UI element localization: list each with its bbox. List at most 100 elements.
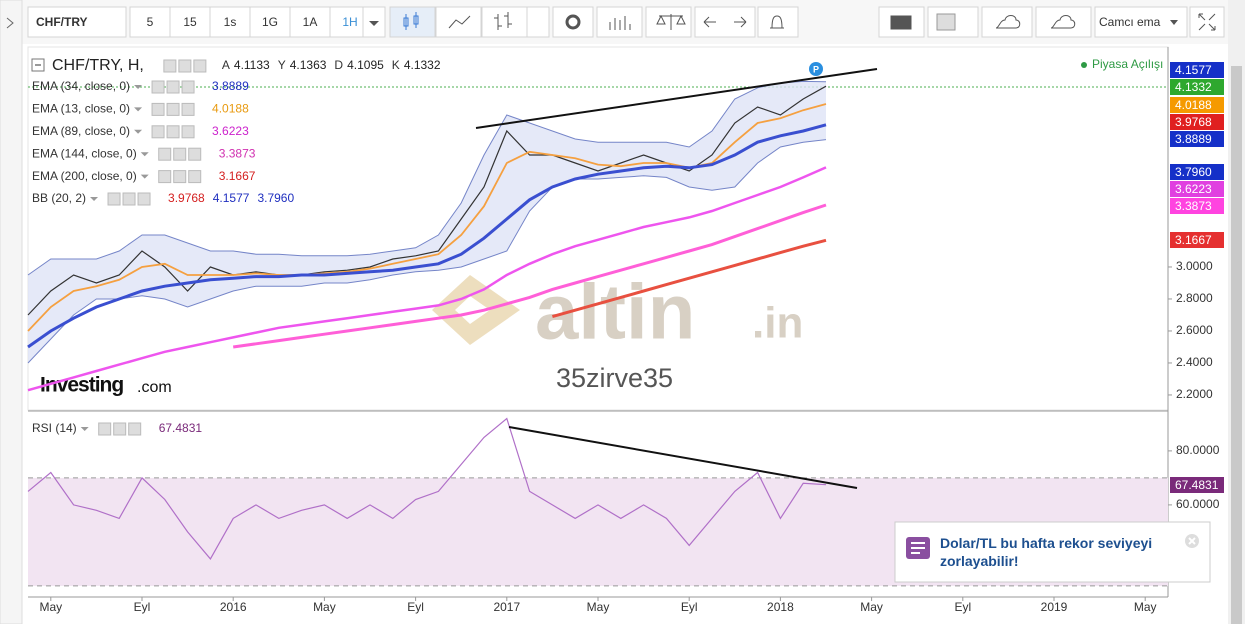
legend-icon[interactable]: [137, 192, 151, 206]
bar-button[interactable]: [481, 6, 528, 38]
news-line: zorlayabilir!: [940, 553, 1019, 569]
indicator-label: BB (20, 2): [32, 191, 86, 205]
series-line: [27, 166, 827, 392]
x-tick-label: Eyl: [134, 600, 151, 614]
rsi-label: RSI (14): [32, 421, 77, 435]
symbol-box[interactable]: [27, 6, 127, 38]
sidebar-toggle[interactable]: [6, 17, 14, 29]
close-x: [1188, 537, 1196, 545]
indicator-dropdown[interactable]: [134, 85, 143, 89]
alert-button[interactable]: [757, 6, 799, 38]
legend-icon[interactable]: [158, 170, 172, 184]
legend-title: CHF/TRY, H,: [52, 57, 144, 74]
price-badge: [1170, 131, 1224, 147]
interval-button[interactable]: [169, 6, 211, 38]
legend-icon[interactable]: [151, 80, 165, 94]
x-tick-label: May: [313, 600, 336, 614]
series-line: [27, 417, 827, 560]
legend-icon[interactable]: [151, 125, 165, 139]
x-tick-label: 2019: [1041, 600, 1068, 614]
legend-icon[interactable]: [151, 102, 165, 116]
price-badge: [1170, 97, 1224, 113]
chart-dropdown[interactable]: [526, 6, 550, 38]
x-tick-label: Eyl: [407, 600, 424, 614]
brand-suffix: .in: [752, 299, 803, 348]
user-mark: 35zirve35: [556, 363, 673, 393]
ohlc-key: Y: [278, 58, 286, 72]
interval-label: 1G: [262, 15, 278, 29]
legend-icon[interactable]: [181, 80, 195, 94]
x-tick-label: Eyl: [954, 600, 971, 614]
brand: altin: [535, 268, 695, 356]
indicator-dropdown[interactable]: [140, 152, 149, 157]
x-tick-label: 2018: [767, 600, 794, 614]
ohlc-key: K: [392, 58, 400, 72]
interval-button[interactable]: [249, 6, 291, 38]
legend-icon[interactable]: [166, 80, 180, 94]
news-line: Dolar/TL bu hafta rekor seviyeyi: [940, 535, 1152, 551]
legend-icon[interactable]: [188, 170, 202, 184]
load-button[interactable]: [981, 6, 1033, 38]
legend-icon[interactable]: [122, 192, 136, 206]
series-line: [27, 123, 827, 349]
ohlc-key: D: [334, 58, 343, 72]
interval-label: 1H: [342, 15, 357, 29]
interval-button[interactable]: [289, 6, 331, 38]
legend-icon[interactable]: [128, 422, 142, 436]
legend-icon[interactable]: [173, 170, 187, 184]
price-badge-label: 67.4831: [1175, 478, 1219, 492]
template-name: Camcı ema: [1099, 15, 1161, 29]
x-tick-label: May: [39, 600, 62, 614]
legend-icon[interactable]: [181, 102, 195, 116]
indicator-label: EMA (200, close, 0): [32, 169, 137, 183]
indicator-dropdown[interactable]: [134, 107, 143, 112]
settings-button[interactable]: [552, 6, 594, 38]
legend-icon[interactable]: [113, 422, 127, 436]
price-badge: [1170, 232, 1224, 248]
news-popup[interactable]: [894, 521, 1211, 583]
indicator-label: EMA (89, close, 0): [32, 124, 130, 138]
legend-icon[interactable]: [107, 192, 121, 206]
y-tick-label: 2.6000: [1176, 323, 1213, 337]
fullscreen-button[interactable]: [1189, 6, 1225, 38]
price-badge: [1170, 164, 1224, 180]
status-dot: [1081, 62, 1087, 68]
y-tick-label: 2.4000: [1176, 355, 1213, 369]
legend-icon[interactable]: [173, 147, 187, 161]
legend-icon[interactable]: [166, 102, 180, 116]
indicator-value: 3.1667: [219, 169, 256, 183]
indicator-dropdown[interactable]: [140, 174, 149, 179]
watermark: altin .in 35zirve35 Investing .com: [40, 268, 803, 397]
legend-icon[interactable]: [98, 422, 112, 436]
indicator-dropdown[interactable]: [80, 427, 89, 431]
save-button[interactable]: [1035, 6, 1092, 38]
scroll-thumb[interactable]: [1231, 66, 1242, 624]
legend-icon[interactable]: [181, 125, 195, 139]
y-tick-label: 3.0000: [1176, 259, 1213, 273]
indicator-value: 4.0188: [212, 102, 249, 116]
price-badge: [1170, 62, 1224, 78]
legend-icon[interactable]: [188, 147, 202, 161]
legend-icon[interactable]: [158, 147, 172, 161]
indicator-value: 3.9768: [168, 191, 205, 205]
interval-button[interactable]: [209, 6, 251, 38]
indicators-button[interactable]: [596, 6, 643, 38]
legend-icon[interactable]: [193, 59, 207, 73]
indicator-dropdown[interactable]: [134, 129, 143, 134]
event-marker[interactable]: [809, 62, 823, 76]
x-tick-label: May: [587, 600, 610, 614]
candle-button[interactable]: [389, 6, 436, 38]
legend-icon[interactable]: [166, 125, 180, 139]
logo-hole: [455, 296, 490, 324]
price-badge-label: 3.8889: [1175, 132, 1212, 146]
x-tick-label: May: [1134, 600, 1157, 614]
y-tick-label: 80.0000: [1176, 443, 1220, 457]
price-badge-label: 3.1667: [1175, 233, 1212, 247]
legend-icon[interactable]: [178, 59, 192, 73]
x-tick-label: 2017: [493, 600, 520, 614]
source-suffix: .com: [137, 379, 172, 396]
price-badge-label: 3.7960: [1175, 165, 1212, 179]
indicator-dropdown[interactable]: [90, 197, 99, 201]
legend-icon[interactable]: [163, 59, 177, 73]
